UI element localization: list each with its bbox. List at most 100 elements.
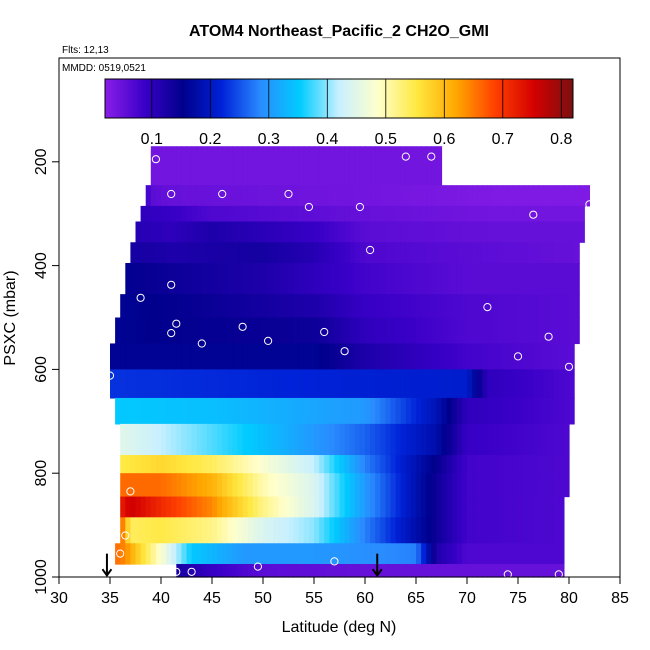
heatmap-cell	[375, 473, 381, 498]
heatmap-cell	[349, 343, 356, 370]
heatmap-cell	[161, 473, 167, 498]
heatmap-cell	[329, 397, 335, 425]
heatmap-cell	[293, 263, 300, 295]
heatmap-cell	[441, 294, 448, 319]
heatmap-cell	[482, 496, 488, 518]
heatmap-cell	[206, 185, 213, 207]
heatmap-cell	[186, 455, 193, 474]
heatmap-cell	[380, 397, 386, 425]
heatmap-cell	[421, 473, 427, 498]
heatmap-cell	[120, 473, 126, 498]
heatmap-cell	[212, 294, 218, 319]
heatmap-cell	[232, 263, 239, 295]
heatmap-cell	[268, 455, 274, 474]
heatmap-cell	[201, 185, 208, 207]
heatmap-cell	[232, 185, 239, 207]
heatmap-cell	[543, 564, 550, 578]
heatmap-cell	[161, 263, 167, 295]
heatmap-cell	[416, 263, 422, 295]
heatmap-cell	[548, 455, 555, 474]
heatmap-cell	[533, 397, 539, 425]
heatmap-cell	[303, 473, 310, 498]
heatmap-cell	[145, 205, 152, 223]
heatmap-cell	[461, 473, 468, 498]
heatmap-cell	[477, 423, 483, 456]
heatmap-cell	[553, 496, 560, 518]
heatmap-cell	[344, 369, 351, 399]
observation-point	[238, 322, 247, 331]
heatmap-cell	[533, 343, 539, 370]
heatmap-cell	[125, 397, 131, 425]
heatmap-cell	[380, 317, 386, 345]
heatmap-cell	[365, 294, 371, 319]
heatmap-cell	[115, 343, 121, 370]
heatmap-cell	[319, 242, 325, 264]
heatmap-cell	[319, 543, 325, 565]
observation-point	[401, 152, 410, 161]
heatmap-cell	[135, 317, 142, 345]
heatmap-cell	[533, 317, 539, 345]
heatmap-cell	[263, 343, 269, 370]
heatmap-cell	[497, 263, 504, 295]
heatmap-cell	[176, 242, 182, 264]
x-tick-label: 50	[254, 590, 272, 607]
heatmap-cell	[339, 205, 346, 223]
heatmap-cell	[171, 455, 177, 474]
heatmap-cell	[145, 496, 152, 518]
heatmap-cell	[268, 205, 274, 223]
heatmap-cell	[232, 496, 239, 518]
heatmap-cell	[227, 473, 233, 498]
observation-point	[503, 570, 512, 579]
heatmap-cell	[288, 343, 295, 370]
heatmap-cell	[140, 473, 147, 498]
heatmap-cell	[528, 496, 534, 518]
heatmap-cell	[574, 294, 580, 319]
heatmap-cell	[558, 564, 565, 578]
heatmap-cell	[380, 564, 386, 578]
heatmap-cell	[186, 473, 193, 498]
heatmap-cell	[548, 543, 555, 565]
heatmap-cell	[273, 185, 279, 207]
heatmap-cell	[436, 517, 443, 544]
heatmap-cell	[145, 263, 152, 295]
heatmap-cell	[436, 564, 443, 578]
heatmap-cell	[257, 455, 264, 474]
heatmap-cell	[548, 564, 555, 578]
heatmap-cell	[232, 205, 239, 223]
heatmap-cell	[324, 496, 330, 518]
heatmap-cell	[467, 473, 473, 498]
heatmap-cell	[135, 496, 142, 518]
heatmap-cell	[237, 423, 244, 456]
heatmap-cell	[344, 294, 351, 319]
heatmap-cell	[472, 205, 478, 223]
heatmap-cell	[242, 242, 249, 264]
heatmap-cell	[421, 146, 427, 186]
heatmap-cell	[329, 473, 335, 498]
heatmap-cell	[237, 317, 244, 345]
heatmap-cell	[212, 317, 218, 345]
heatmap-cell	[441, 242, 448, 264]
heatmap-cell	[497, 397, 504, 425]
heatmap-cell	[130, 496, 137, 518]
heatmap-cell	[375, 496, 381, 518]
heatmap-cell	[472, 343, 478, 370]
heatmap-cell	[257, 263, 264, 295]
heatmap-cell	[482, 185, 488, 207]
heatmap-cell	[359, 317, 366, 345]
heatmap-cell	[257, 146, 264, 186]
heatmap-cell	[502, 543, 509, 565]
heatmap-cell	[263, 564, 269, 578]
heatmap-cell	[390, 185, 397, 207]
heatmap-cell	[161, 496, 167, 518]
heatmap-cell	[314, 496, 320, 518]
heatmap-cell	[186, 564, 193, 578]
heatmap-cell	[268, 221, 274, 243]
heatmap-cell	[518, 543, 524, 565]
heatmap-cell	[120, 369, 126, 399]
heatmap-cell	[518, 294, 524, 319]
heatmap-cell	[115, 397, 121, 425]
heatmap-cell	[518, 221, 524, 243]
heatmap-cell	[166, 263, 172, 295]
heatmap-cell	[298, 397, 305, 425]
heatmap-cell	[523, 185, 529, 207]
